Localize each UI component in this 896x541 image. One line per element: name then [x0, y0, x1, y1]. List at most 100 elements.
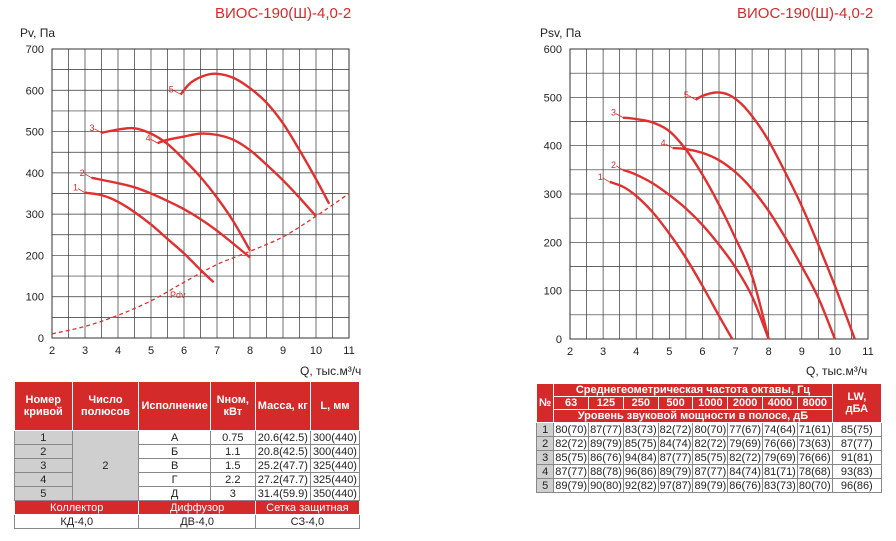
left-y-tick: 600: [26, 85, 44, 97]
left-curve-leader: [173, 90, 181, 95]
right-curve-2: [622, 168, 770, 340]
right-curve-5: [695, 91, 856, 340]
left-x-tick: 4: [115, 345, 121, 357]
noise-level-cell: 87(77): [588, 422, 624, 437]
left-curve-leader: [77, 188, 86, 194]
right-curve-leader: [615, 165, 624, 171]
header-poles: Число полюсов: [71, 381, 140, 431]
noise-level-cell: 82(72): [657, 422, 694, 437]
noise-level-cell: 86(76): [588, 450, 624, 465]
spec-row: 2 Б 1.1 20.8(42.5) 300(440): [14, 444, 361, 459]
left-y-tick: 200: [26, 250, 44, 262]
noise-level-cell: 84(74): [657, 436, 694, 451]
right-curve-leader: [602, 177, 610, 183]
right-curve-4: [672, 146, 837, 340]
noise-lw-cell: 85(75): [831, 422, 883, 437]
noise-row: 3 85(75) 86(76) 94(84) 87(77) 85(75) 82(72) 79(…: [535, 450, 883, 465]
noise-row-number: 5: [535, 478, 555, 493]
right-y-tick: 500: [544, 92, 562, 104]
noise-lw-cell: 93(83): [831, 464, 883, 479]
mass-cell: 25.2(47.7): [254, 458, 311, 473]
frequency-header: 4000: [762, 396, 798, 410]
collector-header: Коллектор: [13, 500, 140, 515]
noise-level-cell: 80(70): [692, 422, 729, 437]
right-x-tick: 10: [829, 346, 841, 358]
accessory-value-row: КД-4,0 ДВ-4,0 СЗ-4,0: [13, 514, 361, 529]
curve-number-cell: 3: [14, 458, 73, 473]
noise-level-cell: 82(72): [727, 450, 764, 465]
grid-value: СЗ-4,0: [254, 514, 361, 529]
left-x-tick: 2: [49, 345, 55, 357]
right-x-tick: 4: [633, 346, 639, 358]
right-curve-leader: [665, 143, 673, 149]
curve-number-cell: 2: [14, 444, 73, 459]
noise-level-cell: 89(79): [553, 478, 590, 493]
right-x-tick: 3: [600, 346, 606, 358]
pdv-label: Pdv: [170, 290, 186, 300]
frequency-header: 250: [622, 396, 659, 410]
version-cell: В: [138, 458, 211, 473]
power-cell: 0.75: [209, 430, 256, 445]
noise-level-cell: 79(69): [762, 450, 798, 465]
right-curve-1: [609, 180, 734, 340]
right-y-tick: 0: [556, 334, 562, 346]
spec-row: 5 Д 3 31.4(59.9) 350(440): [14, 486, 361, 501]
noise-level-cell: 96(86): [622, 464, 659, 479]
right-y-axis-label: Psv, Па: [540, 26, 581, 40]
left-y-tick: 700: [26, 44, 44, 56]
noise-level-cell: 85(75): [692, 450, 729, 465]
left-x-axis-label: Q, тыс.м³/ч: [300, 364, 361, 378]
right-x-tick: 7: [732, 346, 738, 358]
noise-row: 5 89(79) 90(80) 92(82) 97(87) 89(79) 86(76) 83(…: [535, 478, 883, 493]
right-x-tick: 2: [567, 346, 573, 358]
left-curve-leader: [150, 138, 158, 144]
left-curve-label: 1: [73, 183, 78, 193]
frequency-header: 63: [553, 396, 590, 410]
right-x-tick: 11: [862, 346, 873, 358]
right-x-tick: 8: [766, 346, 772, 358]
curve-number-cell: 1: [14, 430, 73, 445]
left-curve-leader: [84, 173, 92, 179]
noise-level-cell: 89(79): [692, 478, 729, 493]
noise-level-cell: 85(75): [622, 436, 659, 451]
left-x-tick: 11: [343, 345, 354, 357]
mass-cell: 27.2(47.7): [254, 472, 311, 487]
noise-row: 2 82(72) 89(79) 85(75) 84(74) 82(72) 79(69) 76(…: [535, 436, 883, 451]
grid-header: Сетка защитная: [254, 500, 361, 515]
right-chart-title: ВИОС-190(Ш)-4,0-2: [737, 5, 874, 22]
right-curve-leader: [615, 113, 624, 118]
version-cell: Г: [138, 472, 211, 487]
mass-cell: 20.8(42.5): [254, 444, 311, 459]
noise-level-cell: 81(71): [762, 464, 798, 479]
right-curve-3: [622, 116, 770, 340]
header-length: L, мм: [309, 381, 361, 431]
left-curve-pdv: [51, 192, 350, 335]
noise-lw-cell: 87(77): [831, 436, 883, 451]
right-curve-label: 3: [611, 108, 616, 118]
poles-cell: 2: [71, 430, 140, 501]
noise-row-number: 4: [535, 464, 555, 479]
noise-level-cell: 88(78): [588, 464, 624, 479]
left-x-tick: 3: [82, 345, 88, 357]
noise-level-cell: 76(66): [762, 436, 798, 451]
noise-level-cell: 80(70): [553, 422, 590, 437]
left-curve-5: [179, 72, 331, 205]
noise-level-cell: 94(84): [622, 450, 659, 465]
noise-level-cell: 74(64): [762, 422, 798, 437]
left-x-tick: 10: [310, 345, 322, 357]
noise-level-cell: 97(87): [657, 478, 694, 493]
left-x-tick: 5: [148, 345, 154, 357]
right-x-tick: 5: [666, 346, 672, 358]
noise-level-cell: 87(77): [553, 464, 590, 479]
noise-lw-cell: 96(86): [831, 478, 883, 493]
right-y-tick: 600: [544, 44, 562, 56]
right-y-tick: 300: [544, 189, 562, 201]
noise-level-cell: 77(67): [727, 422, 764, 437]
noise-header-lw: LW, дБА: [831, 383, 883, 423]
right-x-axis-label: Q, тыс.м³/ч: [806, 364, 867, 378]
frequency-header: 500: [657, 396, 694, 410]
noise-level-cell: 79(69): [727, 436, 764, 451]
left-curve-label: 5: [169, 84, 174, 94]
right-curve-label: 5: [684, 90, 689, 100]
noise-row-number: 3: [535, 450, 555, 465]
